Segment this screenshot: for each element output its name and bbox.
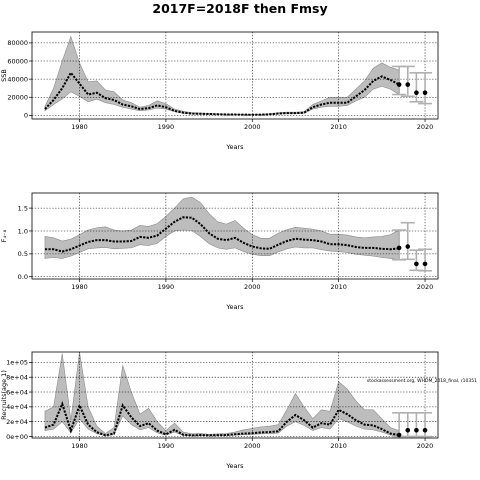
- estimate-line: [44, 70, 400, 116]
- y-tick-label: 40000: [7, 75, 28, 83]
- y-tick-label: 1e+05: [6, 359, 28, 367]
- chart-panel-3: 1980 1990 2000 2010 2020 0e+00 2e+04 4e+04 6e+04…: [0, 351, 439, 470]
- y-tick-label: 80000: [7, 39, 28, 47]
- y-tick-label: 1.0: [18, 227, 28, 235]
- x-tick-label: 1980: [71, 123, 88, 131]
- y-tick-label: 1.5: [18, 204, 28, 212]
- axes-frame: [31, 31, 439, 120]
- x-axis-label: Years: [225, 462, 244, 470]
- x-tick-label: 2000: [244, 123, 261, 131]
- x-tick-label: 1980: [71, 442, 88, 450]
- y-tick-label: 20000: [7, 94, 28, 102]
- x-tick-label: 1990: [158, 123, 175, 131]
- forecast-point: [414, 427, 419, 433]
- x-tick-label: 1980: [71, 283, 88, 291]
- x-tick-label: 1990: [158, 283, 175, 291]
- y-axis-label: SSB: [0, 69, 8, 82]
- axes-frame: [31, 192, 439, 280]
- x-tick-label: 2010: [330, 283, 347, 291]
- estimate-line: [44, 401, 400, 437]
- y-tick-label: 4e+04: [6, 403, 28, 411]
- y-tick-label: 2e+04: [6, 418, 28, 426]
- axes-frame: [31, 351, 439, 439]
- forecast-point: [414, 90, 419, 96]
- x-tick-label: 2010: [330, 442, 347, 450]
- forecast-point: [396, 432, 402, 438]
- y-tick-label: 0.5: [18, 250, 28, 258]
- forecast-point: [396, 82, 402, 87]
- y-tick-label: 0.0: [18, 273, 28, 281]
- y-tick-label: 60000: [7, 57, 28, 65]
- estimate-line: [44, 216, 400, 253]
- forecast-point: [422, 90, 428, 96]
- y-tick-label: 8e+04: [6, 374, 28, 382]
- x-tick-label: 2000: [244, 442, 261, 450]
- forecast-point: [405, 244, 411, 249]
- forecast-point: [414, 261, 419, 267]
- forecast-point: [396, 245, 402, 251]
- x-tick-label: 2010: [330, 123, 347, 131]
- forecast-point: [405, 82, 411, 87]
- y-tick-label: 0: [24, 112, 28, 120]
- forecast-point: [422, 427, 428, 433]
- x-tick-label: 2020: [417, 283, 434, 291]
- confidence-band: [44, 351, 400, 437]
- footnote: stockassessment.org, WHOM_2018_final, r1…: [367, 378, 477, 384]
- forecast-point: [405, 427, 411, 433]
- x-tick-label: 2020: [417, 442, 434, 450]
- chart-panel-1: 1980 1990 2000 2010 2020 0 20000 40000 60000 8000…: [0, 31, 439, 151]
- confidence-band: [44, 196, 400, 261]
- x-axis-label: Years: [225, 143, 244, 151]
- y-axis-label: Recruits(age 1): [0, 370, 8, 420]
- forecast-point: [422, 261, 428, 267]
- x-axis-label: Years: [225, 303, 244, 311]
- x-tick-label: 2000: [244, 283, 261, 291]
- panels: 1980 1990 2000 2010 2020 0 20000 40000 60000 8000…: [0, 31, 439, 470]
- figure-title: 2017F=2018F then Fmsy: [152, 1, 327, 16]
- x-tick-label: 1990: [158, 442, 175, 450]
- y-axis-label: F₄₋₈: [0, 229, 8, 242]
- chart-panel-2: 1980 1990 2000 2010 2020 0.0 0.5 1.0 1.5 Years F₄₋…: [0, 192, 439, 311]
- x-tick-label: 2020: [417, 123, 434, 131]
- y-tick-label: 6e+04: [6, 388, 28, 396]
- y-tick-label: 0e+00: [6, 433, 28, 441]
